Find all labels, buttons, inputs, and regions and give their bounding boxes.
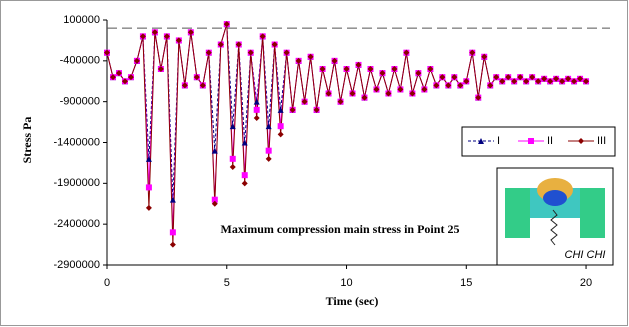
x-tick-label: 0 — [104, 277, 110, 289]
inset-shape — [543, 190, 567, 206]
legend-label: I — [497, 135, 500, 147]
x-tick-label: 5 — [224, 277, 230, 289]
chart: Maximum compression main stress in Point… — [0, 0, 629, 327]
chart-border — [1, 1, 628, 326]
marker — [146, 184, 152, 190]
inset-shape — [580, 188, 605, 238]
y-tick-label: 100000 — [63, 14, 100, 26]
marker — [230, 156, 236, 162]
y-tick-label: -400000 — [60, 55, 100, 67]
marker — [266, 148, 272, 154]
inset-shape — [505, 188, 530, 238]
x-tick-label: 20 — [580, 277, 592, 289]
marker — [170, 229, 176, 235]
marker — [254, 107, 260, 113]
legend-label: II — [547, 135, 553, 147]
y-tick-label: -1400000 — [54, 136, 101, 148]
y-tick-label: -900000 — [60, 96, 100, 108]
x-tick-label: 15 — [460, 277, 472, 289]
inset-image: CHI CHI — [497, 168, 613, 265]
y-axis-label: Stress Pa — [20, 117, 34, 164]
y-tick-label: -1900000 — [54, 177, 101, 189]
x-tick-label: 10 — [340, 277, 352, 289]
y-tick-label: -2400000 — [54, 218, 101, 230]
legend-label: III — [597, 135, 606, 147]
x-axis-label: Time (sec) — [326, 294, 379, 308]
marker — [278, 123, 284, 129]
inset-label: CHI CHI — [565, 249, 606, 261]
marker — [242, 172, 248, 178]
marker — [528, 138, 534, 144]
y-tick-label: -2900000 — [54, 259, 101, 271]
annotation: Maximum compression main stress in Point… — [221, 222, 460, 236]
